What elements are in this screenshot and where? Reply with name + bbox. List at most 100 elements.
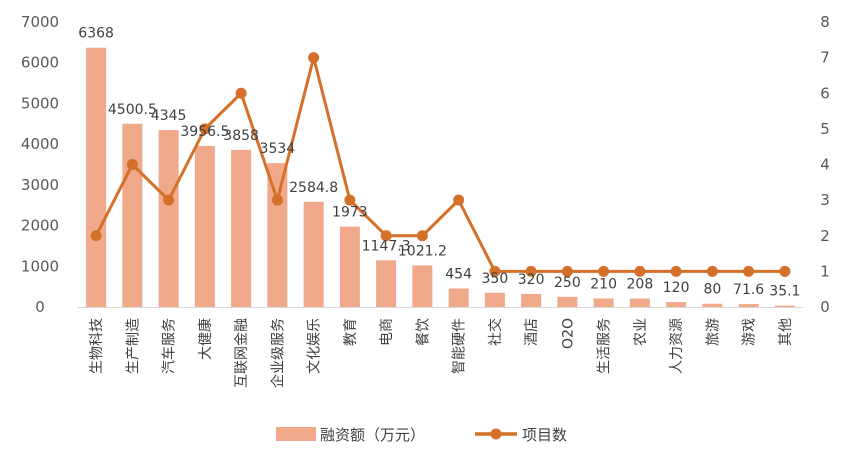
bar-3 [158, 130, 179, 307]
data-label-13: 320 [518, 272, 545, 288]
x-tick-19: 游戏 [742, 318, 758, 346]
bar-8 [339, 226, 360, 307]
bar-11 [448, 288, 469, 307]
x-tick-15: 生活服务 [597, 318, 613, 374]
line-point-10 [416, 230, 428, 242]
line-point-2 [126, 159, 138, 170]
data-label-6: 3534 [260, 141, 296, 157]
y-left-tick-3: 3000 [21, 176, 59, 194]
data-label-17: 120 [663, 280, 690, 296]
legend-label-line: 项目数 [522, 426, 567, 444]
bar-10 [412, 265, 433, 307]
data-label-4: 3956.5 [180, 124, 229, 140]
x-tick-4: 大健康 [197, 318, 214, 360]
bar-13 [521, 293, 542, 307]
y-right-tick-2: 2 [820, 227, 830, 245]
line-point-13 [525, 265, 537, 277]
bar-20 [774, 305, 795, 307]
line-point-4 [199, 123, 211, 135]
line-point-19 [743, 265, 755, 277]
data-label-19: 71.6 [733, 282, 764, 298]
line-series [90, 52, 791, 277]
x-tick-7: 文化娱乐 [307, 318, 323, 374]
line-point-3 [163, 194, 175, 206]
x-tick-11: 智能硬件 [452, 318, 468, 374]
x-axis-labels: 生物科技 生产制造 汽车服务 大健康 互联网金融 企业级服务 文化娱乐 教育 电商 餐饮 智能硬件 社… [89, 318, 794, 388]
bar-18 [702, 303, 723, 307]
x-tick-3: 汽车服务 [161, 318, 178, 374]
line-point-9 [380, 230, 392, 242]
bar-15 [593, 298, 614, 307]
data-label-16: 208 [627, 277, 654, 293]
bar-19 [738, 304, 759, 307]
y-left-tick-0: 0 [35, 298, 45, 316]
y-left-tick-4: 4000 [21, 135, 59, 153]
y-right-tick-6: 6 [820, 84, 830, 102]
line-point-14 [561, 265, 573, 277]
data-label-11: 454 [445, 267, 472, 283]
y-right-tick-8: 8 [820, 13, 830, 31]
bar-14 [557, 296, 578, 307]
line-point-12 [489, 265, 501, 277]
y-right-tick-5: 5 [820, 120, 830, 138]
y-left-tick-5: 5000 [21, 94, 59, 112]
data-label-2: 4500.5 [108, 102, 157, 118]
y-right-tick-4: 4 [820, 156, 830, 174]
line-point-15 [598, 265, 610, 277]
bar-2 [122, 123, 143, 308]
line-point-11 [453, 194, 465, 206]
y-left-tick-6: 6000 [21, 54, 59, 72]
bar-1 [86, 47, 107, 307]
line-point-20 [779, 265, 791, 277]
legend: 融资额（万元） 项目数 [276, 426, 567, 444]
bar-7 [303, 201, 324, 307]
bar-5 [231, 149, 252, 307]
y-right-tick-7: 7 [820, 49, 830, 67]
bar-9 [376, 260, 397, 307]
data-label-5: 3858 [223, 128, 259, 144]
y-left-tick-2: 2000 [21, 217, 59, 235]
x-tick-20: 其他 [778, 318, 794, 346]
line-point-7 [308, 52, 320, 64]
line-point-1 [90, 230, 102, 242]
data-label-3: 4345 [151, 108, 187, 124]
data-label-15: 210 [590, 276, 617, 292]
bar-4 [194, 145, 215, 307]
legend-swatch-bar [276, 427, 316, 441]
data-label-9: 1147.3 [362, 238, 411, 254]
x-tick-16: 农业 [633, 318, 649, 346]
line-path [94, 56, 785, 273]
x-tick-2: 生产制造 [125, 318, 141, 374]
x-tick-5: 互联网金融 [234, 318, 250, 388]
y-axis-left: 0 1000 2000 3000 4000 5000 6000 7000 [21, 13, 59, 316]
line-point-5 [235, 87, 247, 99]
y-right-tick-1: 1 [820, 262, 830, 280]
x-tick-6: 企业级服务 [269, 318, 286, 388]
x-tick-9: 电商 [379, 318, 395, 346]
bar-17 [666, 302, 687, 307]
data-label-12: 350 [482, 271, 509, 287]
x-tick-1: 生物科技 [89, 318, 105, 374]
bar-16 [629, 298, 650, 307]
x-tick-17: 人力资源 [669, 318, 685, 374]
bar-12 [484, 292, 505, 307]
data-label-20: 35.1 [769, 284, 800, 300]
data-label-10: 1021.2 [398, 243, 447, 259]
y-axis-right: 0 1 2 3 4 5 6 7 8 [820, 13, 830, 316]
data-label-8: 1973 [332, 205, 368, 221]
legend-label-bar: 融资额（万元） [320, 426, 425, 444]
x-tick-10: 餐饮 [415, 318, 431, 346]
data-label-7: 2584.8 [289, 180, 338, 196]
x-tick-12: 社交 [487, 318, 504, 346]
x-tick-8: 教育 [343, 318, 359, 346]
line-point-6 [271, 194, 283, 206]
bar-6 [267, 163, 288, 307]
line-point-18 [706, 265, 718, 277]
x-tick-13: 酒店 [524, 318, 540, 346]
y-right-tick-3: 3 [820, 191, 830, 209]
data-label-14: 250 [554, 275, 581, 291]
data-label-18: 80 [703, 282, 721, 298]
data-label-1: 6368 [78, 26, 114, 42]
